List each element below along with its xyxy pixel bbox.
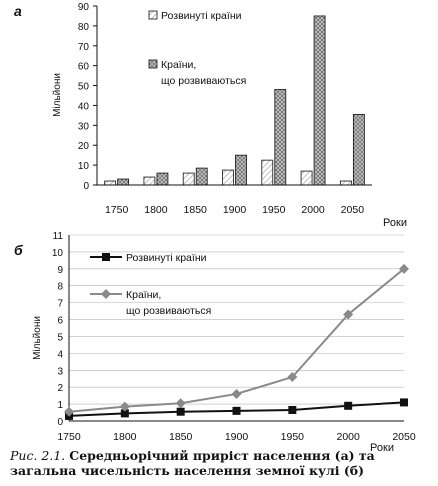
point-developing (287, 372, 298, 383)
legend-b-label-developing-line2: що розвиваються (126, 305, 211, 317)
point-developing (175, 398, 186, 409)
caption-label: Рис. 2.1. (10, 448, 66, 463)
bar-developing (274, 89, 287, 186)
point-developing (343, 309, 354, 320)
bar-developing (195, 167, 208, 186)
panel-label-b: б (14, 242, 23, 258)
point-developed (400, 398, 408, 407)
y-tick-label-b: 8 (57, 282, 63, 293)
legend-b-label-developed: Розвинуті країни (126, 252, 207, 264)
legend-a-swatch-developing (148, 59, 158, 69)
point-developing (231, 388, 242, 399)
point-developed (120, 409, 129, 418)
y-tick-label-a: 70 (78, 42, 90, 53)
y-tick-label-b: 1 (57, 400, 63, 411)
y-tick-label-a: 0 (83, 181, 89, 192)
x-tick-label-a: 1750 (105, 204, 129, 216)
y-tick-label-b: 9 (57, 265, 63, 276)
y-tick-label-b: 6 (57, 316, 63, 327)
legend-a-label-developed: Розвинуті країни (161, 10, 242, 22)
bar-developed (143, 176, 156, 186)
x-tick-label-a: 2000 (301, 204, 325, 216)
x-tick-label-a: 1950 (262, 204, 286, 216)
x-tick-label-b: 2050 (392, 431, 416, 443)
legend-a: Розвинуті країни Країни, що розвиваються (148, 10, 246, 87)
point-developed (344, 401, 353, 410)
point-developed (232, 406, 241, 415)
y-tick-label-a: 80 (78, 22, 90, 33)
figure-caption: Рис. 2.1. Середньорічний приріст населен… (10, 448, 430, 478)
legend-a-label-developing-line2: що розвиваються (161, 75, 246, 87)
x-tick-label-b: 1800 (113, 431, 137, 443)
legend-b: Розвинуті країни Країни, що розвиваються (90, 252, 211, 317)
y-tick-label-b: 4 (57, 349, 63, 360)
bar-developed (182, 172, 195, 186)
bar-developed (339, 180, 352, 186)
x-tick-label-b: 1850 (169, 431, 193, 443)
bar-developing (117, 178, 130, 186)
y-axis-label-a: Мільйони (52, 73, 63, 117)
y-tick-label-b: 2 (57, 383, 63, 394)
caption-text: Середньорічний приріст населення (а) та … (10, 448, 375, 478)
y-tick-label-a: 40 (78, 101, 90, 112)
y-axis-label-b: Мільйони (32, 316, 43, 360)
point-developed (288, 406, 297, 415)
y-tick-label-a: 50 (78, 82, 90, 93)
x-tick-label-b: 1750 (57, 431, 81, 443)
x-tick-label-b: 1950 (281, 431, 305, 443)
bar-developing (313, 15, 326, 186)
y-tick-label-b: 0 (57, 417, 63, 428)
point-developing (64, 406, 74, 417)
point-developing (119, 401, 130, 412)
y-tick-label-a: 60 (78, 62, 90, 73)
x-axis-label-a: Роки (383, 217, 407, 229)
y-tick-label-b: 3 (57, 366, 63, 377)
bar-chart-panel: а 0 10 20 30 40 50 60 70 80 90 1750 1800 1850 1900 19… (14, 2, 407, 229)
x-tick-label-b: 2000 (336, 431, 360, 443)
y-tick-label-b: 5 (57, 332, 63, 343)
y-tick-label-b: 10 (52, 248, 64, 259)
bar-developing (352, 113, 365, 186)
point-developing (399, 263, 409, 274)
legend-b-marker-developing (101, 289, 111, 299)
x-tick-label-a: 1800 (144, 204, 168, 216)
y-tick-label-a: 10 (78, 161, 90, 172)
y-tick-label-a: 30 (78, 121, 90, 132)
panel-label-a: а (14, 3, 22, 19)
bar-developed (222, 169, 234, 186)
bar-developing (156, 172, 169, 186)
x-axis-label-b: Роки (370, 442, 394, 454)
legend-a-label-developing-line1: Країни, (161, 59, 196, 71)
bar-developed (104, 180, 117, 186)
line-chart-panel: б 0 1 2 3 4 5 6 7 8 9 10 11 1750 1800 1850 1900 1950 200… (14, 231, 416, 454)
x-tick-label-b: 1900 (225, 431, 249, 443)
legend-a-swatch-developed (148, 10, 158, 20)
legend-b-marker-developed (102, 253, 110, 261)
bar-developing (235, 154, 247, 186)
x-tick-label-a: 2050 (341, 204, 365, 216)
x-tick-label-a: 1850 (184, 204, 208, 216)
x-tick-label-a: 1900 (223, 204, 247, 216)
y-tick-label-b: 7 (57, 299, 63, 310)
point-developed (176, 407, 185, 416)
bar-developed (261, 159, 274, 186)
legend-b-label-developing-line1: Країни, (126, 289, 161, 301)
y-tick-label-b: 11 (53, 231, 64, 242)
y-tick-label-a: 20 (78, 141, 90, 152)
bar-developed (300, 170, 313, 186)
y-tick-label-a: 90 (78, 2, 90, 13)
